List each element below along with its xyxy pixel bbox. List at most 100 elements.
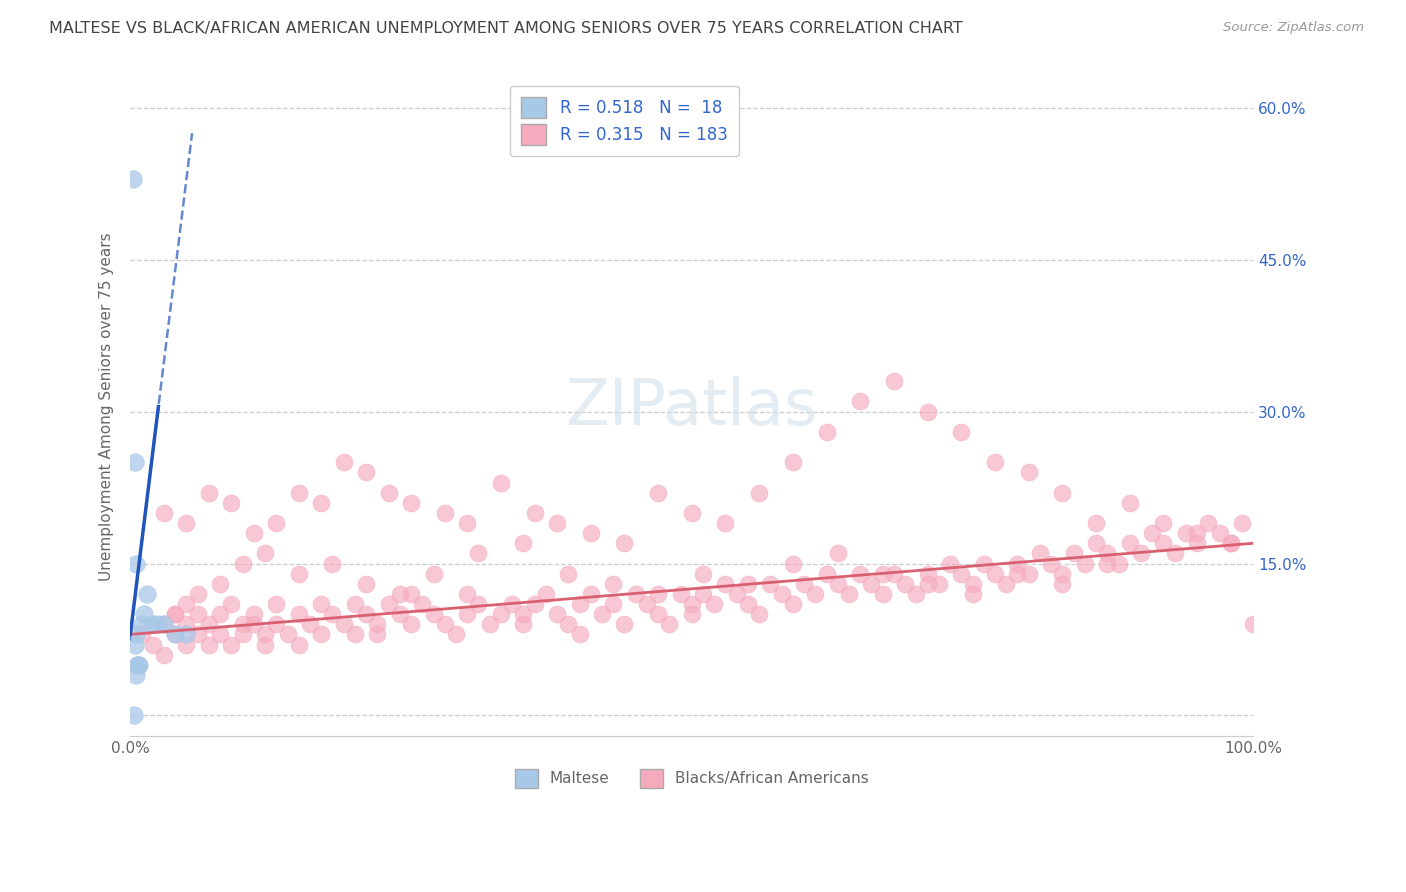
Point (1018, 566, 1040, 581)
Point (456, 607, 478, 622)
Point (1130, 546, 1153, 560)
Point (512, 536, 534, 550)
Point (827, 576, 849, 591)
Point (332, 617, 354, 632)
Point (366, 617, 388, 632)
Point (973, 557, 995, 571)
Point (165, 627, 187, 641)
Point (125, 668, 148, 682)
Point (232, 557, 254, 571)
Point (714, 516, 737, 530)
Point (1018, 466, 1040, 480)
Point (343, 627, 366, 641)
Point (321, 607, 343, 622)
Point (815, 425, 838, 439)
Point (309, 496, 332, 510)
Point (125, 557, 148, 571)
Point (1140, 526, 1163, 541)
Legend: Maltese, Blacks/African Americans: Maltese, Blacks/African Americans (509, 763, 875, 794)
Point (243, 607, 266, 622)
Point (770, 587, 793, 601)
Point (917, 404, 939, 418)
Point (122, 708, 145, 723)
Point (422, 566, 444, 581)
Point (287, 485, 309, 500)
Point (254, 638, 277, 652)
Point (388, 587, 411, 601)
Point (125, 627, 148, 641)
Point (512, 607, 534, 622)
Point (917, 576, 939, 591)
Point (714, 576, 737, 591)
Point (266, 516, 288, 530)
Point (232, 627, 254, 641)
Point (221, 496, 243, 510)
Point (287, 607, 309, 622)
Point (377, 597, 399, 611)
Point (647, 607, 669, 622)
Point (748, 485, 770, 500)
Point (198, 617, 221, 632)
Point (444, 627, 467, 641)
Point (467, 546, 489, 560)
Point (132, 607, 155, 622)
Point (153, 617, 176, 632)
Point (1040, 557, 1063, 571)
Point (176, 638, 198, 652)
Point (501, 597, 523, 611)
Point (928, 576, 950, 591)
Point (534, 587, 557, 601)
Point (309, 627, 332, 641)
Point (950, 566, 973, 581)
Point (602, 597, 624, 611)
Point (148, 617, 170, 632)
Point (1063, 546, 1085, 560)
Point (681, 506, 703, 520)
Point (647, 485, 669, 500)
Point (433, 506, 456, 520)
Point (681, 607, 703, 622)
Point (198, 638, 221, 652)
Point (354, 607, 377, 622)
Point (782, 597, 804, 611)
Point (546, 607, 568, 622)
Point (232, 617, 254, 632)
Point (411, 597, 433, 611)
Point (1230, 516, 1253, 530)
Point (187, 627, 209, 641)
Point (309, 597, 332, 611)
Point (1174, 526, 1197, 541)
Point (176, 516, 198, 530)
Point (669, 587, 692, 601)
Point (153, 506, 176, 520)
Point (917, 566, 939, 581)
Point (523, 506, 546, 520)
Point (1163, 546, 1185, 560)
Point (962, 587, 984, 601)
Point (838, 587, 860, 601)
Point (343, 597, 366, 611)
Text: ZIPatlas: ZIPatlas (565, 376, 818, 438)
Point (243, 617, 266, 632)
Point (523, 597, 546, 611)
Point (142, 638, 165, 652)
Point (849, 566, 872, 581)
Point (433, 617, 456, 632)
Point (782, 455, 804, 469)
Point (176, 627, 198, 641)
Point (939, 557, 962, 571)
Point (478, 617, 501, 632)
Point (568, 627, 591, 641)
Point (131, 617, 153, 632)
Point (692, 587, 714, 601)
Point (613, 617, 636, 632)
Point (849, 394, 872, 409)
Point (748, 607, 770, 622)
Point (287, 638, 309, 652)
Point (872, 587, 894, 601)
Point (557, 617, 579, 632)
Point (1208, 526, 1230, 541)
Point (984, 455, 1007, 469)
Point (131, 627, 153, 641)
Point (737, 576, 759, 591)
